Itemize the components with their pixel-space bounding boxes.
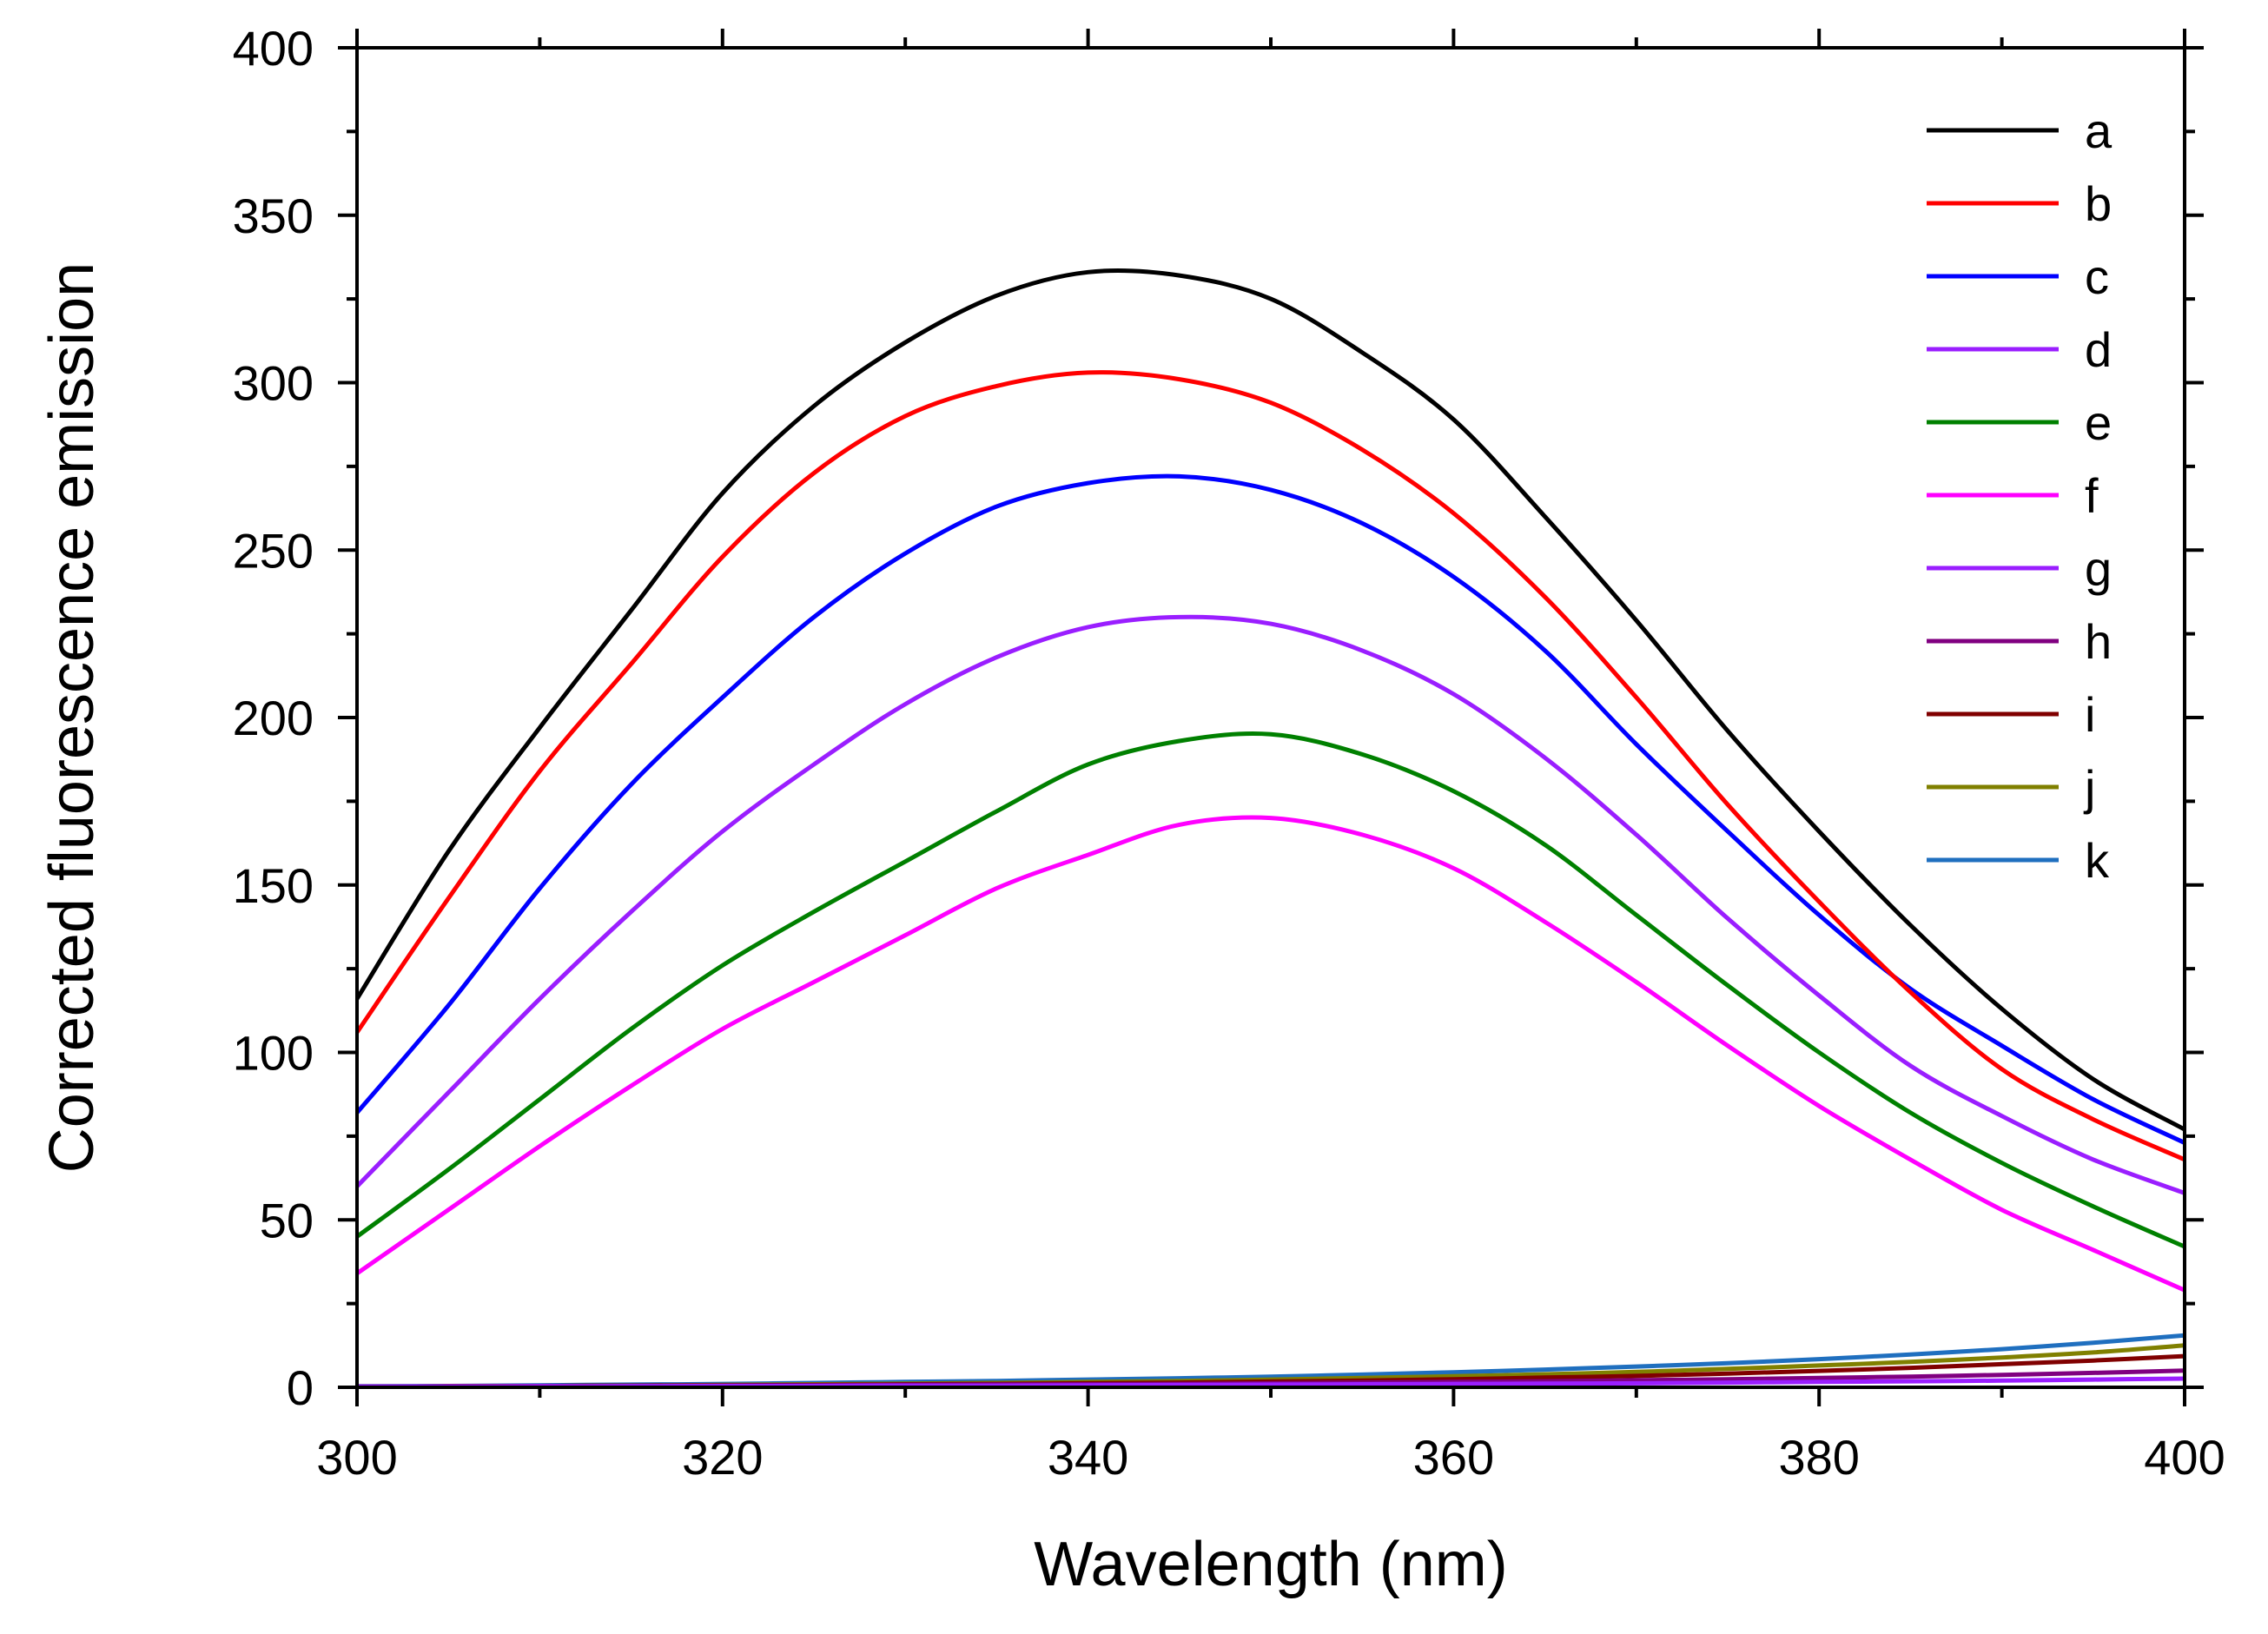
legend-label: e	[2085, 395, 2112, 450]
y-tick-label: 100	[233, 1026, 314, 1081]
legend-item-c: c	[1927, 249, 2109, 304]
legend-label: d	[2085, 322, 2112, 377]
y-axis-title: Corrected fluorescence emission	[37, 262, 107, 1173]
y-tick-label: 350	[233, 189, 314, 243]
series-line-f	[357, 815, 2185, 1293]
y-tick-label: 50	[260, 1193, 314, 1247]
legend-label: b	[2085, 176, 2112, 231]
axes-layer: 300 320 340 360 380 400 0 50 100 150 200 250 300 350 4…	[233, 21, 2225, 1485]
legend-label: g	[2085, 541, 2112, 596]
legend-label: f	[2085, 468, 2099, 523]
series-layer	[357, 268, 2185, 1387]
legend-label: a	[2085, 103, 2113, 158]
legend-item-b: b	[1927, 176, 2112, 231]
legend-item-f: f	[1927, 468, 2099, 523]
y-tick-label: 300	[233, 356, 314, 411]
legend-label: j	[2083, 760, 2095, 815]
legend-label: i	[2085, 687, 2095, 742]
legend-item-d: d	[1927, 322, 2112, 377]
legend-item-h: h	[1927, 614, 2112, 669]
x-tick-label: 300	[316, 1430, 397, 1485]
legend-item-e: e	[1927, 395, 2112, 450]
y-tick-label: 150	[233, 858, 314, 913]
series-line-e	[357, 731, 2185, 1249]
y-tick-label: 0	[287, 1360, 314, 1415]
legend-label: k	[2085, 833, 2110, 888]
legend-item-a: a	[1927, 103, 2113, 158]
legend-label: h	[2085, 614, 2112, 669]
x-axis-title: Wavelength (nm)	[1034, 1530, 1508, 1599]
y-tick-label: 200	[233, 691, 314, 745]
legend-label: c	[2085, 249, 2109, 304]
legend-item-g: g	[1927, 541, 2112, 596]
legend-item-i: i	[1927, 687, 2095, 742]
x-tick-label: 380	[1778, 1430, 1859, 1485]
x-tick-label: 400	[2144, 1430, 2225, 1485]
series-line-a	[357, 268, 2185, 1132]
legend-item-j: j	[1927, 760, 2095, 815]
y-tick-label: 250	[233, 523, 314, 578]
series-line-d	[357, 614, 2185, 1195]
series-line-c	[357, 473, 2185, 1145]
x-tick-label: 320	[682, 1430, 763, 1485]
y-tick-label: 400	[233, 21, 314, 76]
x-tick-label: 340	[1048, 1430, 1128, 1485]
x-tick-label: 360	[1413, 1430, 1494, 1485]
series-line-b	[357, 370, 2185, 1162]
legend-item-k: k	[1927, 833, 2110, 888]
